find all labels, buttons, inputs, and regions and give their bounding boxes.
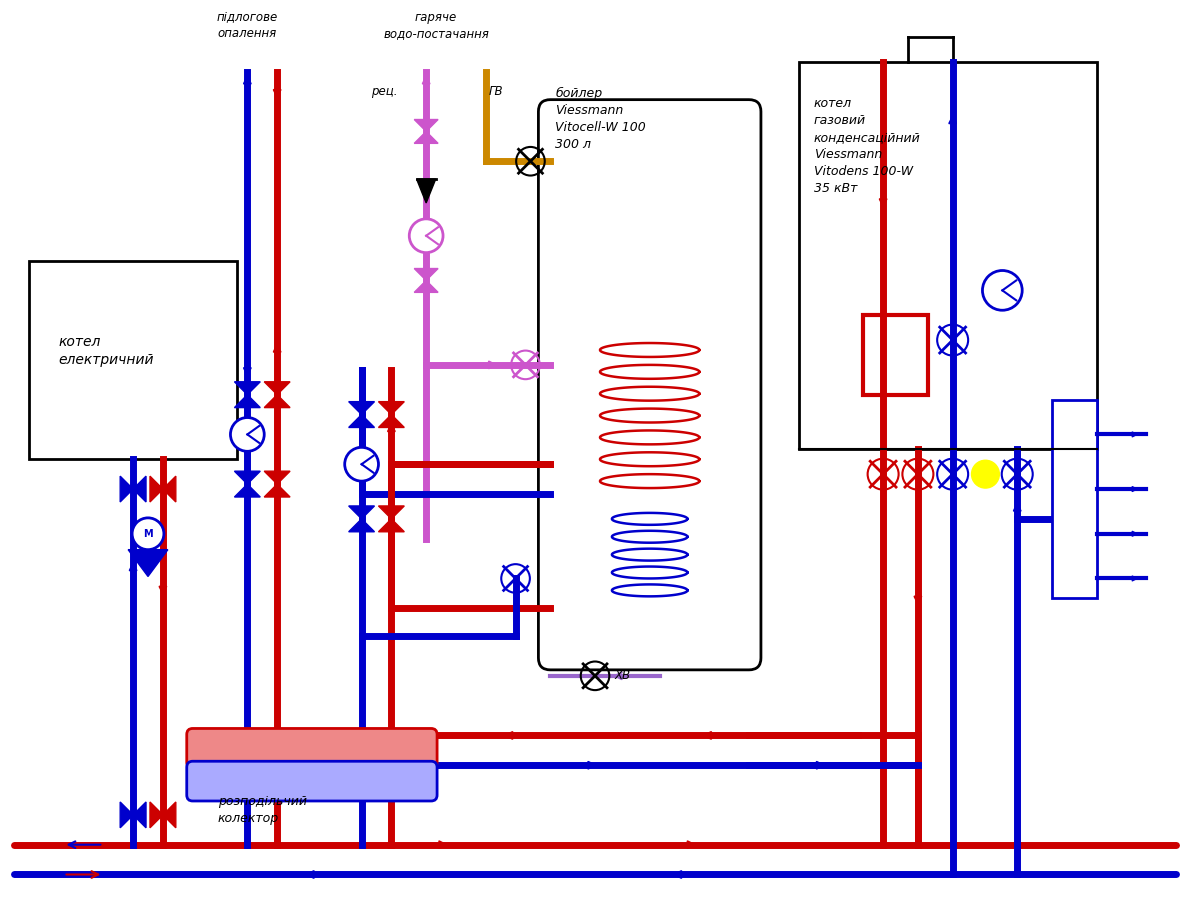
Polygon shape	[416, 179, 436, 203]
FancyBboxPatch shape	[539, 99, 761, 670]
Text: котел
газовий
конденсаційний
Viessmann
Vitodens 100-W
35 кВт: котел газовий конденсаційний Viessmann V…	[814, 96, 920, 195]
Polygon shape	[150, 802, 163, 828]
FancyBboxPatch shape	[187, 761, 437, 801]
Circle shape	[230, 417, 264, 451]
Polygon shape	[378, 402, 404, 414]
Polygon shape	[234, 381, 260, 394]
Polygon shape	[378, 506, 404, 519]
Polygon shape	[234, 484, 260, 497]
Polygon shape	[234, 394, 260, 408]
Polygon shape	[378, 414, 404, 427]
Polygon shape	[163, 802, 176, 828]
Polygon shape	[349, 402, 374, 414]
Polygon shape	[349, 506, 374, 519]
Circle shape	[344, 448, 378, 482]
FancyBboxPatch shape	[187, 729, 437, 768]
FancyBboxPatch shape	[29, 261, 238, 460]
Text: ГВ: ГВ	[488, 85, 503, 98]
Polygon shape	[378, 519, 404, 532]
Text: гаряче
водо-постачання: гаряче водо-постачання	[383, 11, 490, 40]
Text: котел
електричний: котел електричний	[59, 335, 154, 368]
Polygon shape	[414, 131, 438, 143]
Text: ХВ: ХВ	[614, 669, 631, 682]
Polygon shape	[414, 280, 438, 292]
Polygon shape	[163, 476, 176, 502]
Polygon shape	[264, 471, 290, 484]
Polygon shape	[414, 119, 438, 131]
FancyBboxPatch shape	[1052, 400, 1097, 598]
Polygon shape	[133, 802, 146, 828]
Text: підлогове
опалення: підлогове опалення	[217, 11, 278, 40]
Text: M: M	[143, 528, 152, 539]
Circle shape	[972, 460, 1000, 488]
FancyBboxPatch shape	[799, 62, 1097, 449]
Polygon shape	[133, 476, 146, 502]
Polygon shape	[264, 484, 290, 497]
Polygon shape	[120, 802, 133, 828]
Text: рец.: рец.	[372, 85, 398, 98]
Circle shape	[409, 219, 443, 253]
Circle shape	[983, 270, 1022, 311]
Circle shape	[132, 518, 164, 550]
Polygon shape	[128, 550, 168, 576]
Text: розподільчий
колектор: розподільчий колектор	[217, 795, 306, 825]
Polygon shape	[120, 476, 133, 502]
Polygon shape	[234, 471, 260, 484]
Polygon shape	[349, 519, 374, 532]
Polygon shape	[414, 268, 438, 280]
Polygon shape	[264, 394, 290, 408]
Polygon shape	[264, 381, 290, 394]
Polygon shape	[349, 414, 374, 427]
Text: бойлер
Viessmann
Vitocell-W 100
300 л: бойлер Viessmann Vitocell-W 100 300 л	[556, 86, 646, 151]
Polygon shape	[150, 476, 163, 502]
